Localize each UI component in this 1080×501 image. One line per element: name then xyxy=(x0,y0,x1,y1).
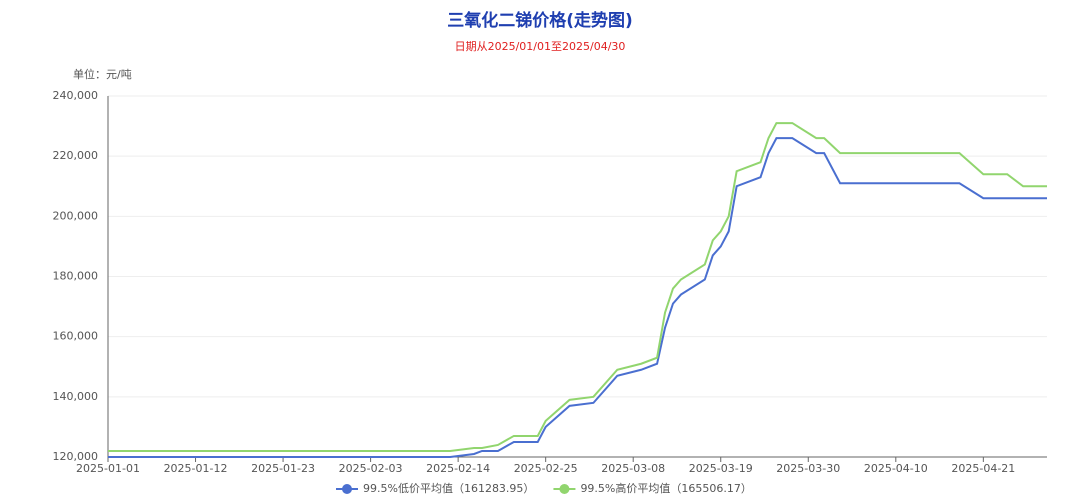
legend-item: 99.5%低价平均值（161283.95） xyxy=(336,482,534,495)
y-tick-label: 140,000 xyxy=(53,390,99,403)
x-tick-label: 2025-01-12 xyxy=(164,462,228,475)
y-tick-label: 180,000 xyxy=(53,270,99,283)
y-axis-unit: 单位：元/吨 xyxy=(73,67,132,81)
y-tick-label: 160,000 xyxy=(53,330,99,343)
line-series xyxy=(108,137,1047,458)
x-tick-label: 2025-01-01 xyxy=(76,462,140,475)
legend-marker xyxy=(342,484,352,494)
y-tick-label: 200,000 xyxy=(53,209,99,222)
x-tick-label: 2025-03-30 xyxy=(776,462,840,475)
legend-label: 99.5%高价平均值（165506.17） xyxy=(580,481,751,495)
x-tick-label: 2025-02-14 xyxy=(426,462,490,475)
legend-item: 99.5%高价平均值（165506.17） xyxy=(553,481,752,495)
x-tick-label: 2025-02-25 xyxy=(514,462,578,475)
legend-label: 99.5%低价平均值（161283.95） xyxy=(363,482,534,495)
chart-subtitle: 日期从2025/01/01至2025/04/30 xyxy=(455,40,626,53)
x-tick-label: 2025-02-03 xyxy=(339,462,403,475)
x-tick-label: 2025-04-10 xyxy=(864,462,928,475)
x-tick-label: 2025-01-23 xyxy=(251,462,315,475)
line-series xyxy=(108,122,1047,452)
chart-title: 三氧化二锑价格(走势图) xyxy=(447,10,633,31)
x-tick-label: 2025-03-08 xyxy=(601,462,665,475)
x-tick-label: 2025-04-21 xyxy=(951,462,1015,475)
y-tick-label: 120,000 xyxy=(53,450,99,463)
y-tick-label: 220,000 xyxy=(53,149,99,162)
x-tick-label: 2025-03-19 xyxy=(689,462,753,475)
legend-marker xyxy=(559,484,570,494)
y-tick-label: 240,000 xyxy=(53,89,99,102)
